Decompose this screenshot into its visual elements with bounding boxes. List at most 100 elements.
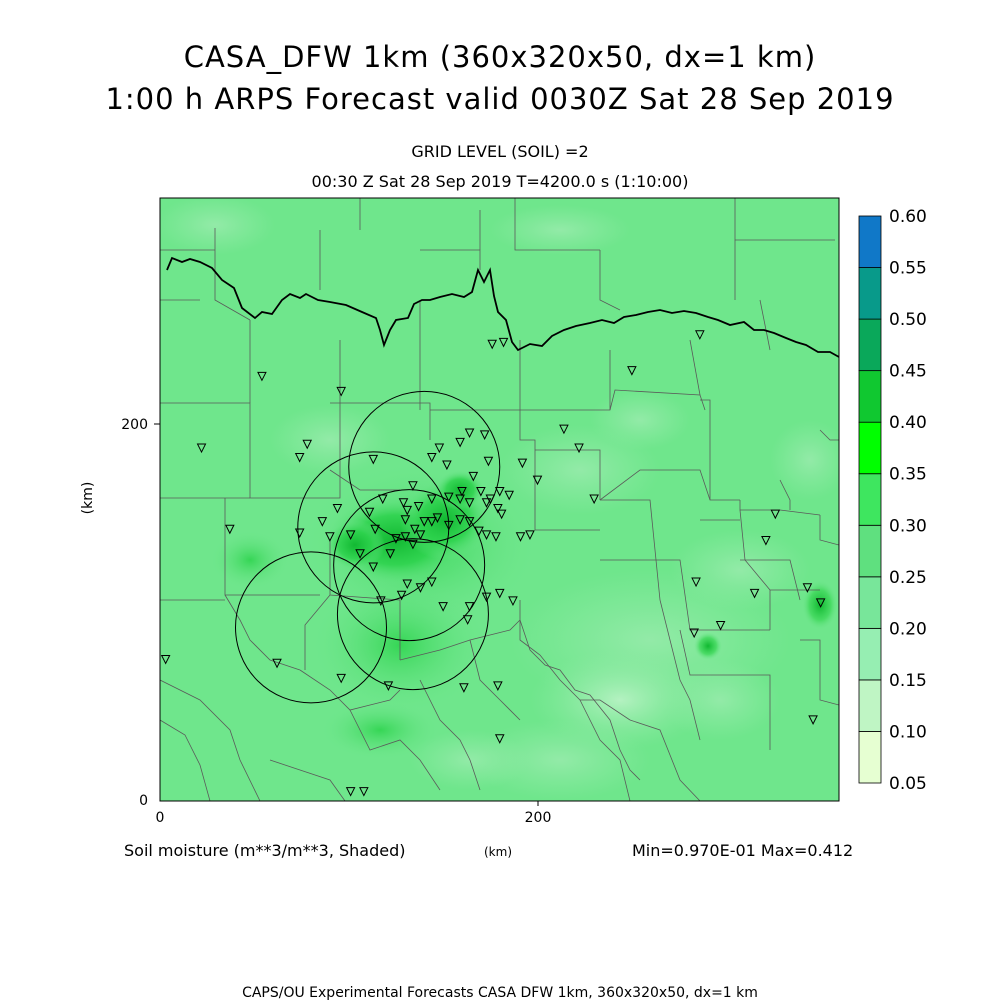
colorbar-label: 0.60: [889, 207, 927, 227]
radar-ring-5: [235, 551, 387, 704]
station-marker: [302, 439, 313, 450]
station-marker: [413, 502, 424, 512]
colorbar-label: 0.25: [889, 568, 927, 588]
station-marker: [368, 454, 379, 465]
colorbar-swatch: [858, 576, 882, 629]
colorbar: 0.05 0.10 0.15 0.20 0.25 0.30 0.35 0.40 0.45 0.50…: [858, 207, 927, 794]
station-marker: [691, 577, 701, 588]
station-marker: [496, 509, 507, 520]
colorbar-label: 0.30: [889, 516, 927, 536]
station-marker: [485, 494, 496, 505]
station-marker: [345, 530, 356, 540]
station-marker: [355, 549, 365, 559]
station-marker: [408, 539, 418, 550]
station-marker: [695, 330, 705, 340]
county-boundaries: [160, 198, 839, 801]
title-line-1: CASA_DFW 1km (360x320x50, dx=1 km): [183, 40, 817, 74]
station-marker: [494, 734, 505, 744]
station-marker: [483, 456, 494, 467]
station-marker: [455, 437, 465, 448]
colorbar-swatch: [858, 524, 882, 578]
station-marker: [332, 503, 343, 514]
station-marker: [410, 524, 420, 535]
station-marker: [464, 428, 475, 439]
x-tick-0: 0: [156, 810, 165, 826]
station-marker: [426, 517, 437, 527]
y-axis-unit: (km): [80, 482, 96, 515]
station-marker: [368, 562, 379, 573]
station-marker: [462, 615, 473, 625]
station-marker: [294, 452, 305, 463]
station-marker: [808, 715, 818, 725]
station-marker: [493, 503, 503, 514]
station-marker: [196, 443, 207, 454]
station-marker: [385, 549, 396, 559]
station-marker: [364, 507, 375, 518]
station-marker: [498, 337, 509, 348]
station-marker: [370, 524, 380, 535]
colorbar-label: 0.10: [889, 722, 927, 742]
station-marker: [426, 577, 437, 588]
station-marker: [504, 490, 514, 501]
station-marker: [491, 532, 501, 542]
station-marker: [272, 658, 282, 669]
colorbar-swatch: [858, 318, 882, 372]
station-marker: [815, 598, 826, 608]
station-marker: [464, 602, 475, 612]
colorbar-label: 0.50: [889, 310, 927, 330]
state-boundary: [166, 256, 839, 358]
station-marker: [479, 430, 490, 440]
station-marker: [715, 620, 726, 631]
colorbar-swatch: [858, 370, 882, 423]
radar-ring-2: [297, 451, 450, 604]
axes: 0 200 0 200 (km): [80, 417, 551, 826]
station-marker: [383, 681, 394, 691]
station-marker: [455, 515, 465, 525]
colorbar-label: 0.55: [889, 259, 927, 279]
station-marker: [377, 494, 388, 505]
colorbar-swatch: [858, 267, 882, 320]
station-marker: [257, 371, 267, 382]
colorbar-swatch: [858, 679, 882, 732]
station-marker: [487, 339, 498, 350]
station-marker: [802, 583, 813, 593]
station-marker: [515, 532, 526, 542]
title-line-2: 1:00 h ARPS Forecast valid 0030Z Sat 28 …: [105, 82, 895, 116]
radar-ring-1: [348, 390, 501, 543]
station-marker: [457, 486, 467, 497]
time-label: 00:30 Z Sat 28 Sep 2019 T=4200.0 s (1:10…: [311, 172, 689, 191]
station-marker: [532, 475, 543, 486]
station-marker: [627, 366, 637, 376]
station-marker: [508, 596, 518, 607]
station-marker: [376, 596, 386, 607]
station-marker: [325, 532, 335, 542]
footer-text: CAPS/OU Experimental Forecasts CASA DFW …: [242, 985, 758, 1001]
station-marker: [419, 517, 430, 527]
station-marker: [476, 486, 486, 497]
colorbar-swatch: [858, 731, 882, 784]
colorbar-label: 0.40: [889, 413, 927, 433]
station-marker: [517, 458, 528, 469]
station-marker: [426, 452, 437, 463]
station-marker: [408, 481, 418, 491]
y-tick-0: 0: [139, 793, 148, 809]
colorbar-label: 0.20: [889, 619, 927, 639]
plot-frame: [159, 197, 840, 802]
station-marker: [559, 424, 569, 435]
station-marker: [359, 787, 369, 797]
station-marker: [761, 536, 771, 546]
colorbar-swatch: [858, 421, 882, 475]
colorbar-swatch: [858, 473, 882, 526]
station-marker: [402, 505, 413, 516]
station-markers: [160, 330, 826, 797]
y-tick-200: 200: [121, 417, 148, 433]
station-marker: [443, 492, 454, 503]
station-marker: [494, 486, 505, 497]
grid-level-label: GRID LEVEL (SOIL) =2: [411, 142, 589, 161]
colorbar-label: 0.15: [889, 671, 927, 691]
station-marker: [317, 517, 328, 527]
station-marker: [400, 532, 411, 542]
station-marker: [160, 654, 171, 665]
station-marker: [426, 494, 437, 505]
station-marker: [443, 520, 454, 531]
